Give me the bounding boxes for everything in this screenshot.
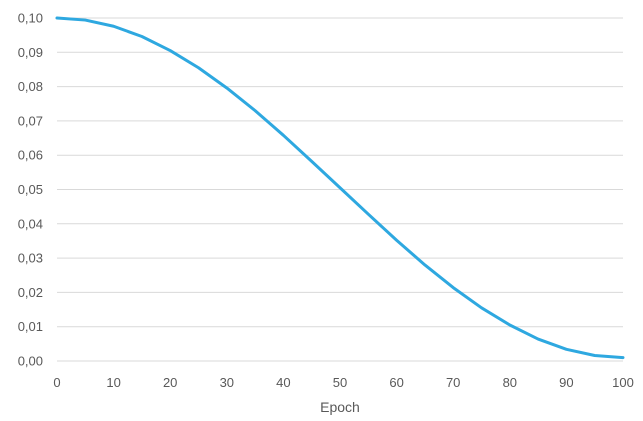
y-tick-label: 0,04: [18, 216, 43, 231]
y-tick-label: 0,06: [18, 148, 43, 163]
x-tick-label: 100: [612, 375, 634, 390]
y-tick-label: 0,08: [18, 79, 43, 94]
x-tick-label: 20: [163, 375, 177, 390]
x-axis-title: Epoch: [320, 399, 360, 415]
x-tick-label: 10: [106, 375, 120, 390]
x-tick-label: 60: [389, 375, 403, 390]
y-tick-label: 0,05: [18, 182, 43, 197]
y-tick-label: 0,07: [18, 113, 43, 128]
series-group: [55, 16, 625, 360]
x-tick-label: 50: [333, 375, 347, 390]
x-tick-label: 30: [220, 375, 234, 390]
x-axis-tick-labels: 0 10 20 30 40 50 60 70 80 90 100: [53, 375, 633, 390]
x-tick-label: 90: [559, 375, 573, 390]
y-axis-tick-labels: 0,00 0,01 0,02 0,03 0,04 0,05 0,06 0,07 0,08 0,09…: [18, 11, 43, 369]
x-tick-label: 70: [446, 375, 460, 390]
y-tick-label: 0,02: [18, 285, 43, 300]
x-tick-label: 0: [53, 375, 60, 390]
y-tick-label: 0,03: [18, 251, 43, 266]
y-tick-label: 0,00: [18, 354, 43, 369]
series-line-0: [55, 16, 625, 360]
x-tick-label: 40: [276, 375, 290, 390]
x-tick-label: 80: [503, 375, 517, 390]
y-tick-label: 0,10: [18, 11, 43, 26]
y-tick-label: 0,09: [18, 45, 43, 60]
y-tick-label: 0,01: [18, 319, 43, 334]
